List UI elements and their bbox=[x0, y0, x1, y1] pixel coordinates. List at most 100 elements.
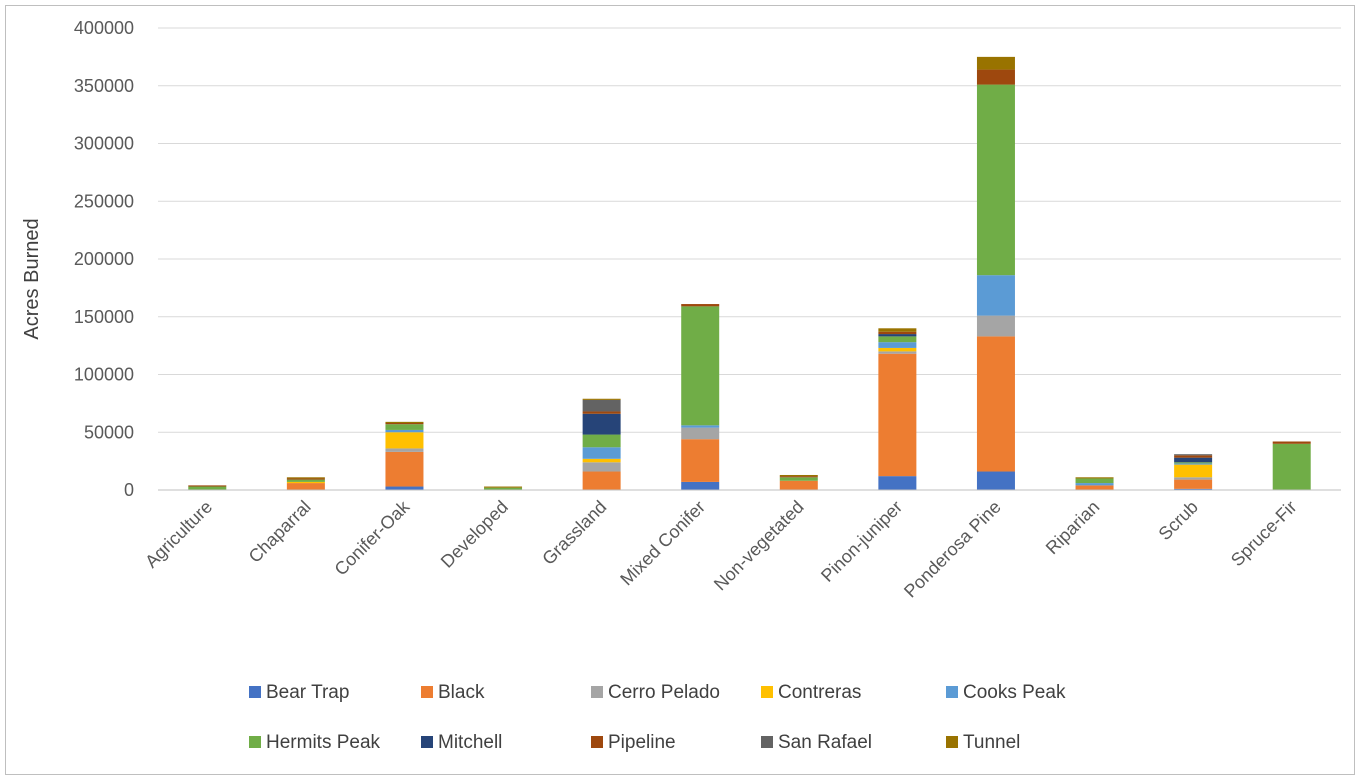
bar-segment-black bbox=[681, 439, 720, 482]
x-tick-label: Ponderosa Pine bbox=[900, 497, 1005, 602]
legend-item-bear-trap: Bear Trap bbox=[249, 682, 349, 703]
bar-segment-cooks-peak bbox=[1075, 483, 1114, 486]
bar-segment-hermits-peak bbox=[286, 479, 325, 482]
bar-segment-cerro-pelado bbox=[385, 448, 424, 452]
bar-segment-contreras bbox=[582, 458, 621, 463]
legend-swatch bbox=[249, 736, 261, 748]
y-axis-title: Acres Burned bbox=[21, 218, 43, 339]
bar-segment-tunnel bbox=[779, 474, 818, 477]
legend-label: Hermits Peak bbox=[266, 732, 381, 753]
bar-stack-spruce-fir bbox=[1272, 441, 1311, 490]
x-tick-label: Chaparral bbox=[245, 497, 315, 567]
x-tick-label: Non-vegetated bbox=[710, 497, 808, 595]
bar-segment-black bbox=[582, 471, 621, 490]
legend-label: Pipeline bbox=[608, 732, 676, 753]
x-tick-label: Conifer-Oak bbox=[331, 496, 414, 579]
bar-segment-bear-trap bbox=[1174, 488, 1213, 490]
legend-swatch bbox=[421, 736, 433, 748]
bar-segment-bear-trap bbox=[681, 481, 720, 490]
bar-segment-cerro-pelado bbox=[582, 462, 621, 472]
bar-stack-grassland bbox=[582, 398, 621, 490]
legend-item-pipeline: Pipeline bbox=[591, 732, 676, 753]
bar-segment-cerro-pelado bbox=[878, 351, 917, 354]
y-tick-label: 350000 bbox=[74, 76, 134, 96]
legend: Bear Trap Black Cerro Pelado Contreras Cooks… bbox=[249, 682, 1066, 753]
bar-stack-pinon-juniper bbox=[878, 328, 917, 490]
bar-segment-hermits-peak bbox=[188, 486, 227, 490]
bar-segment-hermits-peak bbox=[681, 306, 720, 426]
bar-segment-hermits-peak bbox=[878, 336, 917, 343]
bar-segment-tunnel bbox=[385, 421, 424, 424]
bar-stack-non-vegetated bbox=[779, 474, 818, 490]
legend-label: Cooks Peak bbox=[963, 682, 1066, 703]
bar-segment-pipeline bbox=[779, 476, 818, 478]
bar-segment-contreras bbox=[878, 347, 917, 352]
bar-segment-mitchell bbox=[1174, 457, 1213, 463]
legend-label: Tunnel bbox=[963, 732, 1020, 753]
x-tick-label: Riparian bbox=[1042, 497, 1104, 559]
bar-segment-pipeline bbox=[582, 411, 621, 414]
gridlines bbox=[158, 27, 1341, 433]
bar-segment-black bbox=[878, 353, 917, 477]
bar-segment-hermits-peak bbox=[1075, 478, 1114, 484]
bar-segment-bear-trap bbox=[976, 471, 1015, 490]
bar-segment-tunnel bbox=[484, 486, 523, 488]
legend-item-hermits-peak: Hermits Peak bbox=[249, 732, 381, 753]
bar-segment-pipeline bbox=[385, 423, 424, 425]
bar-segment-san-rafael bbox=[582, 399, 621, 412]
bar-segment-cooks-peak bbox=[582, 447, 621, 459]
bar-segment-hermits-peak bbox=[779, 477, 818, 481]
legend-swatch bbox=[761, 736, 773, 748]
legend-label: Bear Trap bbox=[266, 682, 349, 703]
x-tick-label: Developed bbox=[437, 497, 512, 572]
bar-stack-chaparral bbox=[286, 477, 325, 490]
bar-segment-pipeline bbox=[188, 485, 227, 487]
bar-segment-hermits-peak bbox=[385, 424, 424, 430]
y-tick-label: 400000 bbox=[74, 18, 134, 38]
x-tick-label: Spruce-Fir bbox=[1227, 497, 1301, 571]
bar-segment-hermits-peak bbox=[1174, 462, 1213, 464]
bar-segment-tunnel bbox=[878, 328, 917, 332]
x-tick-label: Scrub bbox=[1155, 497, 1202, 544]
bar-stack-conifer-oak bbox=[385, 421, 424, 490]
y-tick-label: 200000 bbox=[74, 249, 134, 269]
x-tick-label: Agriculture bbox=[141, 497, 216, 572]
bar-segment-pipeline bbox=[878, 331, 917, 335]
legend-swatch bbox=[761, 686, 773, 698]
bar-segment-bear-trap bbox=[878, 476, 917, 490]
legend-label: Black bbox=[438, 682, 485, 703]
y-tick-label: 150000 bbox=[74, 307, 134, 327]
bar-stack-developed bbox=[484, 486, 523, 490]
bar-segment-black bbox=[1174, 479, 1213, 489]
bar-segment-tunnel bbox=[1075, 477, 1114, 479]
legend-swatch bbox=[591, 686, 603, 698]
stacked-bar-chart: 0 50000 100000 150000 200000 250000 300000 3500… bbox=[21, 18, 1341, 753]
legend-label: Cerro Pelado bbox=[608, 682, 720, 703]
bar-stack-riparian bbox=[1075, 477, 1114, 490]
legend-swatch bbox=[591, 736, 603, 748]
bar-segment-contreras bbox=[1174, 464, 1213, 478]
legend-item-contreras: Contreras bbox=[761, 682, 861, 703]
bar-segment-black bbox=[779, 480, 818, 490]
bars bbox=[188, 56, 1311, 490]
legend-swatch bbox=[946, 736, 958, 748]
bar-segment-cooks-peak bbox=[1174, 463, 1213, 465]
bar-segment-black bbox=[976, 336, 1015, 472]
bar-segment-pipeline bbox=[976, 69, 1015, 85]
y-tick-label: 300000 bbox=[74, 134, 134, 154]
y-tick-label: 0 bbox=[124, 480, 134, 500]
bar-segment-tunnel bbox=[286, 477, 325, 479]
bar-segment-pipeline bbox=[1174, 455, 1213, 458]
bar-segment-bear-trap bbox=[385, 486, 424, 490]
legend-item-cooks-peak: Cooks Peak bbox=[946, 682, 1066, 703]
bar-segment-black bbox=[385, 451, 424, 487]
bar-segment-cooks-peak bbox=[681, 425, 720, 428]
bar-segment-pipeline bbox=[1272, 441, 1311, 444]
y-tick-label: 250000 bbox=[74, 191, 134, 211]
bar-segment-cerro-pelado bbox=[681, 427, 720, 440]
bar-segment-contreras bbox=[385, 432, 424, 449]
y-axis-tick-labels: 0 50000 100000 150000 200000 250000 300000 3500… bbox=[74, 18, 134, 500]
bar-stack-agriculture bbox=[188, 485, 227, 490]
y-tick-label: 100000 bbox=[74, 365, 134, 385]
bar-segment-hermits-peak bbox=[582, 434, 621, 448]
